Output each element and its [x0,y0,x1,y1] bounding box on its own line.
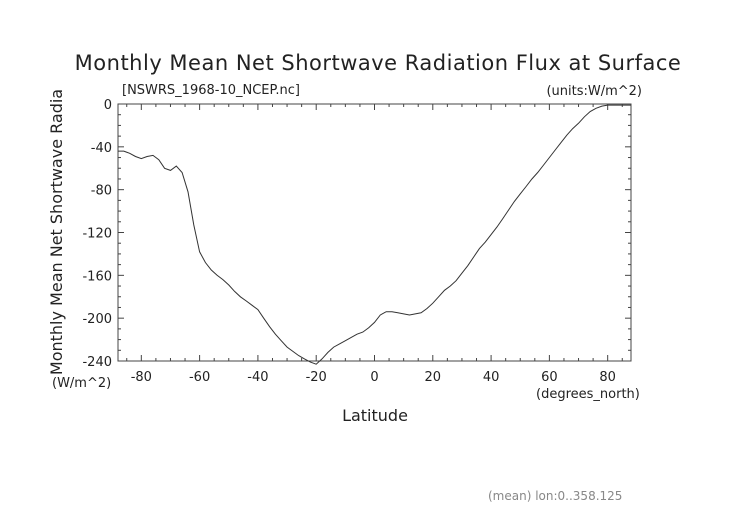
y-tick-labels: 0 -40 -80 -120 -160 -200 -240 [82,98,112,370]
y-tick-label: -200 [82,312,112,327]
y-axis-label: Monthly Mean Net Shortwave Radia [47,89,66,375]
x-tick-label: -40 [247,370,268,385]
x-tick-labels: -80 -60 -40 -20 0 20 40 60 80 [131,370,616,385]
x-tick-label: 40 [483,370,500,385]
x-tick-label: -80 [131,370,152,385]
y-axis-units: (W/m^2) [52,376,111,391]
chart-title: Monthly Mean Net Shortwave Radiation Flu… [75,51,682,75]
y-tick-label: 0 [104,98,112,113]
y-tick-label: -160 [82,269,112,284]
y-tick-label: -80 [91,184,112,199]
x-tick-label: 0 [370,370,378,385]
x-tick-label: -60 [189,370,210,385]
footer-note: (mean) lon:0..358.125 [488,489,622,503]
x-tick-label: -20 [306,370,327,385]
dataset-label: [NSWRS_1968-10_NCEP.nc] [122,83,300,98]
y-tick-label: -40 [91,141,112,156]
x-tick-label: 20 [425,370,442,385]
y-tick-label: -120 [82,227,112,242]
x-axis-units: (degrees_north) [536,387,640,402]
tick-marks [118,103,631,362]
x-axis-label: Latitude [342,406,408,425]
y-tick-label: -240 [82,355,112,370]
series-line [118,104,631,365]
plot-area [117,103,632,365]
x-tick-label: 80 [599,370,616,385]
x-tick-label: 60 [541,370,558,385]
units-label: (units:W/m^2) [546,84,642,99]
